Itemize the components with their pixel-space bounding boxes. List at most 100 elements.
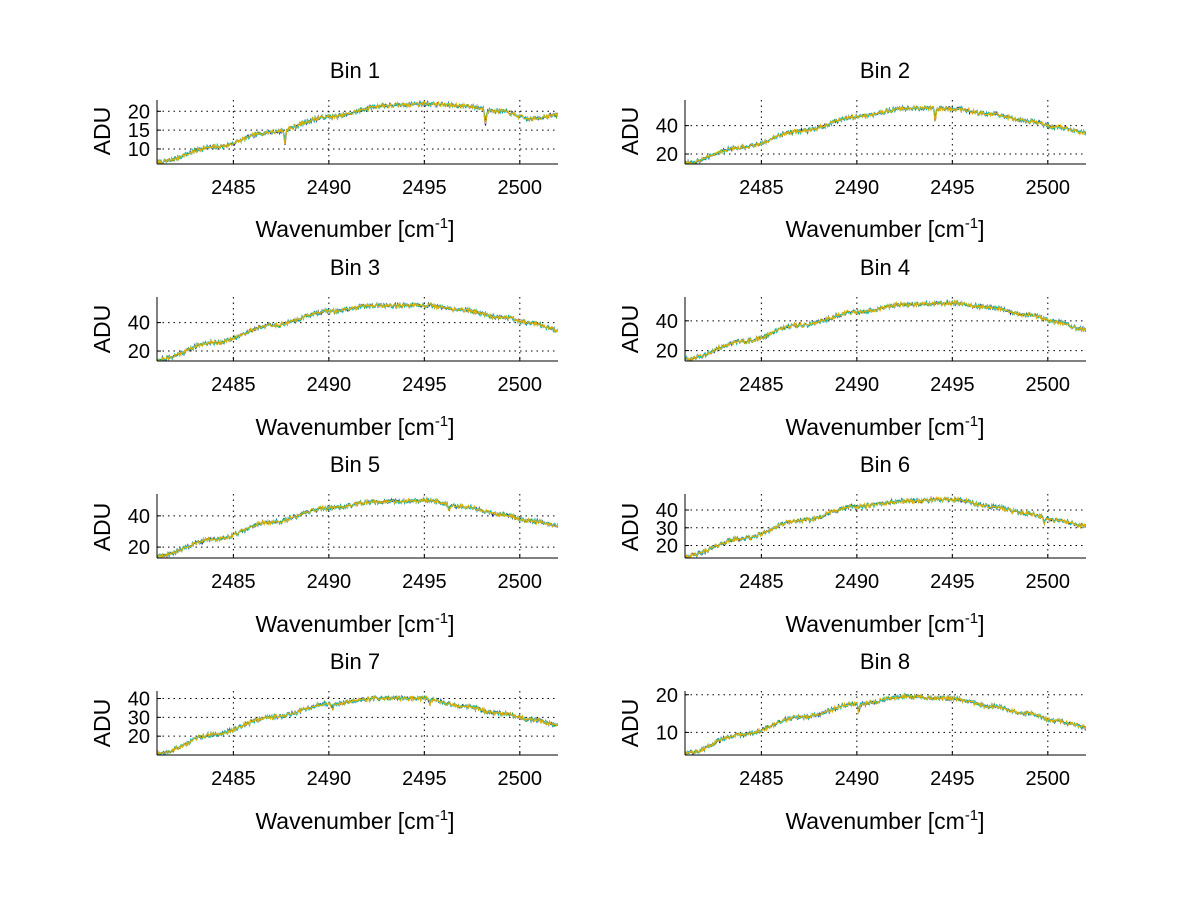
panel-title: Bin 4 bbox=[860, 255, 910, 280]
x-tick-label: 2495 bbox=[930, 177, 975, 199]
x-tick-label: 2495 bbox=[402, 571, 447, 593]
x-axis-label-main: Wavenumber [cm bbox=[785, 216, 964, 242]
x-axis-label-main: Wavenumber [cm bbox=[255, 216, 434, 242]
x-axis-label-close: ] bbox=[448, 611, 454, 637]
x-tick-label: 2485 bbox=[739, 374, 784, 396]
x-tick-label: 2495 bbox=[402, 177, 447, 199]
x-tick-label: 2490 bbox=[835, 177, 880, 199]
panel-title: Bin 1 bbox=[330, 58, 380, 83]
series-group bbox=[157, 496, 558, 558]
x-tick-label: 2485 bbox=[211, 768, 256, 790]
x-axis-label-main: Wavenumber [cm bbox=[255, 808, 434, 834]
panel-title: Bin 6 bbox=[860, 452, 910, 477]
subplot-bin-7: Bin 7 Wavenumber [cm-1] ADU 2485 2490 2495… bbox=[89, 649, 558, 834]
x-axis-label: Wavenumber [cm-1] bbox=[785, 413, 984, 440]
y-tick-label: 40 bbox=[128, 506, 150, 528]
x-axis-label-exponent: -1 bbox=[435, 413, 448, 430]
x-axis-label: Wavenumber [cm-1] bbox=[785, 215, 984, 242]
x-axis-label-close: ] bbox=[978, 414, 984, 440]
x-tick-label: 2485 bbox=[211, 571, 256, 593]
x-tick-label: 2490 bbox=[307, 768, 352, 790]
panel-title: Bin 2 bbox=[860, 58, 910, 83]
x-tick-label: 2495 bbox=[402, 374, 447, 396]
y-axis-label: ADU bbox=[617, 699, 643, 748]
x-axis-label-exponent: -1 bbox=[965, 215, 978, 232]
x-axis-label-close: ] bbox=[978, 808, 984, 834]
x-tick-label: 2490 bbox=[307, 374, 352, 396]
y-axis-label: ADU bbox=[89, 699, 115, 748]
panel-title: Bin 7 bbox=[330, 649, 380, 674]
y-tick-label: 40 bbox=[128, 689, 150, 711]
y-tick-label: 20 bbox=[128, 537, 150, 559]
y-tick-label: 20 bbox=[128, 726, 150, 748]
series-group bbox=[685, 495, 1086, 558]
x-tick-label: 2485 bbox=[211, 374, 256, 396]
y-tick-label: 20 bbox=[128, 101, 150, 123]
y-tick-label: 30 bbox=[128, 707, 150, 729]
x-axis-label-exponent: -1 bbox=[965, 610, 978, 627]
panel-title: Bin 8 bbox=[860, 649, 910, 674]
series-line-5 bbox=[157, 301, 558, 361]
x-tick-label: 2500 bbox=[1026, 571, 1071, 593]
y-tick-label: 20 bbox=[656, 536, 678, 558]
x-axis-label-close: ] bbox=[448, 414, 454, 440]
y-axis-label: ADU bbox=[617, 305, 643, 354]
subplot-bin-3: Bin 3 Wavenumber [cm-1] ADU 2485 2490 2495… bbox=[89, 255, 558, 440]
x-tick-label: 2485 bbox=[739, 177, 784, 199]
x-axis-label: Wavenumber [cm-1] bbox=[255, 215, 454, 242]
y-axis-label: ADU bbox=[617, 107, 643, 156]
x-tick-label: 2495 bbox=[930, 768, 975, 790]
y-tick-label: 10 bbox=[656, 722, 678, 744]
x-axis-label-close: ] bbox=[448, 808, 454, 834]
x-axis-label-exponent: -1 bbox=[435, 807, 448, 824]
y-tick-label: 20 bbox=[656, 685, 678, 707]
x-axis-label-close: ] bbox=[978, 611, 984, 637]
y-tick-label: 20 bbox=[656, 144, 678, 166]
y-axis-label: ADU bbox=[89, 305, 115, 354]
x-axis-label: Wavenumber [cm-1] bbox=[785, 807, 984, 834]
x-axis-label-main: Wavenumber [cm bbox=[255, 611, 434, 637]
x-tick-label: 2500 bbox=[1026, 768, 1071, 790]
subplot-bin-5: Bin 5 Wavenumber [cm-1] ADU 2485 2490 2495… bbox=[89, 452, 558, 637]
x-tick-label: 2495 bbox=[930, 374, 975, 396]
x-axis-label-main: Wavenumber [cm bbox=[785, 414, 964, 440]
x-axis-label-exponent: -1 bbox=[435, 610, 448, 627]
y-axis-label: ADU bbox=[89, 107, 115, 156]
x-tick-label: 2495 bbox=[402, 768, 447, 790]
y-tick-label: 20 bbox=[656, 341, 678, 363]
x-tick-label: 2500 bbox=[498, 768, 543, 790]
x-axis-label: Wavenumber [cm-1] bbox=[255, 610, 454, 637]
x-tick-label: 2500 bbox=[1026, 177, 1071, 199]
series-line-5 bbox=[685, 104, 1086, 164]
y-tick-label: 10 bbox=[128, 139, 150, 161]
series-line-5 bbox=[685, 693, 1086, 755]
series-line-5 bbox=[685, 496, 1086, 558]
x-tick-label: 2490 bbox=[835, 374, 880, 396]
x-tick-label: 2490 bbox=[307, 571, 352, 593]
y-axis-label: ADU bbox=[89, 503, 115, 552]
series-line-5 bbox=[157, 496, 558, 558]
x-tick-label: 2485 bbox=[739, 571, 784, 593]
y-tick-label: 15 bbox=[128, 120, 150, 142]
x-axis-label: Wavenumber [cm-1] bbox=[785, 610, 984, 637]
y-tick-label: 40 bbox=[656, 311, 678, 333]
x-axis-label-main: Wavenumber [cm bbox=[785, 611, 964, 637]
x-axis-label-exponent: -1 bbox=[965, 807, 978, 824]
x-axis-label: Wavenumber [cm-1] bbox=[255, 807, 454, 834]
y-tick-label: 30 bbox=[656, 518, 678, 540]
y-tick-label: 40 bbox=[656, 500, 678, 522]
x-tick-label: 2500 bbox=[498, 177, 543, 199]
x-tick-label: 2495 bbox=[930, 571, 975, 593]
subplot-bin-1: Bin 1 Wavenumber [cm-1] ADU 2485 2490 2495… bbox=[89, 58, 558, 242]
series-group bbox=[685, 104, 1086, 164]
x-axis-label-exponent: -1 bbox=[965, 413, 978, 430]
series-group bbox=[157, 694, 558, 755]
y-tick-label: 20 bbox=[128, 341, 150, 363]
x-tick-label: 2500 bbox=[498, 571, 543, 593]
series-group bbox=[157, 301, 558, 361]
series-line-5 bbox=[157, 694, 558, 755]
x-axis-label-close: ] bbox=[978, 216, 984, 242]
x-axis-label-main: Wavenumber [cm bbox=[255, 414, 434, 440]
